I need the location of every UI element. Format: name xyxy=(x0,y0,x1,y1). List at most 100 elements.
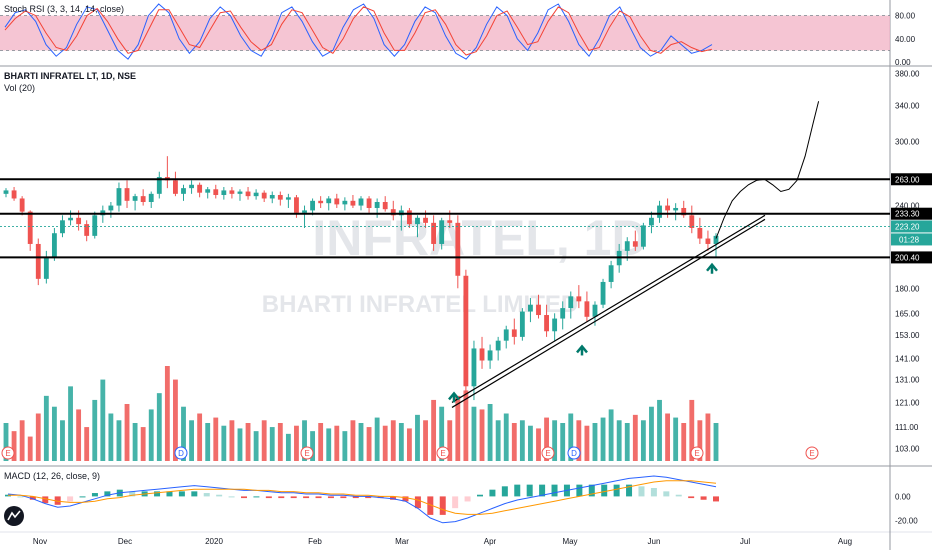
candle-up xyxy=(181,188,186,194)
macd-histogram-bar xyxy=(67,496,74,502)
badge-letter: E xyxy=(545,449,550,458)
level-axis-label-box xyxy=(891,251,932,264)
macd-histogram-bar xyxy=(278,496,285,499)
volume-bar xyxy=(326,428,332,461)
candle-up xyxy=(713,235,719,244)
volume-bar xyxy=(640,420,646,461)
macd-histogram-bar xyxy=(29,496,36,500)
candle-down xyxy=(463,275,469,387)
volume-bar xyxy=(92,399,98,461)
macd-histogram-bar xyxy=(576,484,583,497)
time-axis[interactable]: Nov Dec 2020 Feb Mar Apr May Jun Jul Aug xyxy=(33,537,852,546)
badge-letter: E xyxy=(440,449,445,458)
support-resistance-lines[interactable] xyxy=(0,101,890,408)
candle-up xyxy=(148,193,154,202)
candle-up xyxy=(552,318,558,332)
level-axis-label: 233.30 xyxy=(895,210,920,219)
candle-up xyxy=(108,205,114,211)
candle-down xyxy=(382,201,388,210)
macd-histogram-bar xyxy=(365,496,372,499)
macd-histogram-bar xyxy=(402,496,409,502)
candle-down xyxy=(334,198,340,205)
candle-down xyxy=(350,200,356,206)
earnings-badge xyxy=(805,446,819,460)
candle-down xyxy=(124,188,130,201)
volume-bar xyxy=(471,406,477,461)
volume-bar xyxy=(544,417,549,461)
candlestick-series[interactable] xyxy=(3,156,719,401)
volume-title[interactable]: Vol (20) xyxy=(4,83,35,93)
badge-letter: E xyxy=(809,449,814,458)
candle-down xyxy=(76,217,82,225)
volume-bar xyxy=(358,423,364,461)
candle-up xyxy=(60,220,65,234)
stoch-title[interactable]: Stoch RSI (3, 3, 14, 14, close) xyxy=(4,4,124,14)
candle-down xyxy=(261,192,267,199)
dividend-badge xyxy=(567,446,581,460)
candle-up xyxy=(3,190,9,194)
macd-histogram-bar xyxy=(42,496,49,504)
macd-histogram-bar xyxy=(626,484,633,497)
badge-letter: E xyxy=(5,449,10,458)
stoch-rsi-pane[interactable] xyxy=(0,3,890,60)
candle-up xyxy=(439,220,445,244)
stoch-axis-tick: 0.00 xyxy=(895,58,911,67)
macd-histogram-bar xyxy=(203,493,210,497)
volume-bar xyxy=(334,425,340,461)
price-axis-tick: 300.00 xyxy=(895,137,920,146)
volume-bar xyxy=(681,423,687,461)
volume-bar xyxy=(173,379,178,461)
volume-bar xyxy=(19,420,25,461)
volume-bar xyxy=(479,409,485,461)
price-axis-tick: 240.00 xyxy=(895,202,920,211)
macd-title[interactable]: MACD (12, 26, close, 9) xyxy=(4,471,100,481)
current-price-label-box xyxy=(891,220,932,233)
macd-histogram-bar xyxy=(104,491,111,497)
macd-histogram-bar xyxy=(713,496,719,502)
volume-bar xyxy=(245,423,251,461)
stoch-band xyxy=(0,15,890,51)
candle-down xyxy=(681,207,687,216)
volume-bar xyxy=(665,413,671,461)
volume-bar xyxy=(657,399,662,461)
countdown-timer: 01:28 xyxy=(899,235,920,244)
macd-histogram-bar xyxy=(390,496,397,500)
level-axis-label-box xyxy=(891,207,932,220)
earnings-badge xyxy=(436,446,450,460)
candle-up xyxy=(132,196,138,201)
volume-bar xyxy=(487,404,493,461)
candle-up xyxy=(43,257,49,279)
candle-up xyxy=(374,201,380,208)
time-axis-tick: Dec xyxy=(118,537,132,546)
macd-histogram-bar xyxy=(352,496,359,499)
volume-bar xyxy=(84,427,90,461)
candle-up xyxy=(624,241,630,251)
candle-up xyxy=(503,329,509,341)
candle-up xyxy=(415,217,420,225)
macd-pane[interactable] xyxy=(5,475,719,524)
candle-down xyxy=(318,200,324,204)
macd-histogram-bar xyxy=(688,496,695,499)
candle-up xyxy=(221,190,227,195)
stoch-axis-tick: 40.00 xyxy=(895,35,916,44)
macd-histogram-bar xyxy=(638,486,645,497)
volume-bar xyxy=(140,427,146,461)
candle-down xyxy=(19,198,25,212)
macd-histogram-bar xyxy=(154,491,161,497)
price-axis[interactable]: 80.00 40.00 0.00 380.00 340.00 300.00 263.00 24… xyxy=(891,12,932,526)
candle-up xyxy=(68,217,73,221)
volume-bar xyxy=(261,420,267,461)
macd-histogram-bar xyxy=(464,496,471,502)
volume-bar xyxy=(181,406,186,461)
candle-down xyxy=(665,205,671,211)
volume-bar xyxy=(511,423,517,461)
candle-down xyxy=(689,215,695,228)
candle-down xyxy=(390,209,396,216)
candle-up xyxy=(302,210,307,213)
trendline-upper xyxy=(451,218,766,408)
symbol-title[interactable]: BHARTI INFRATEL LT, 1D, NSE xyxy=(4,71,136,81)
